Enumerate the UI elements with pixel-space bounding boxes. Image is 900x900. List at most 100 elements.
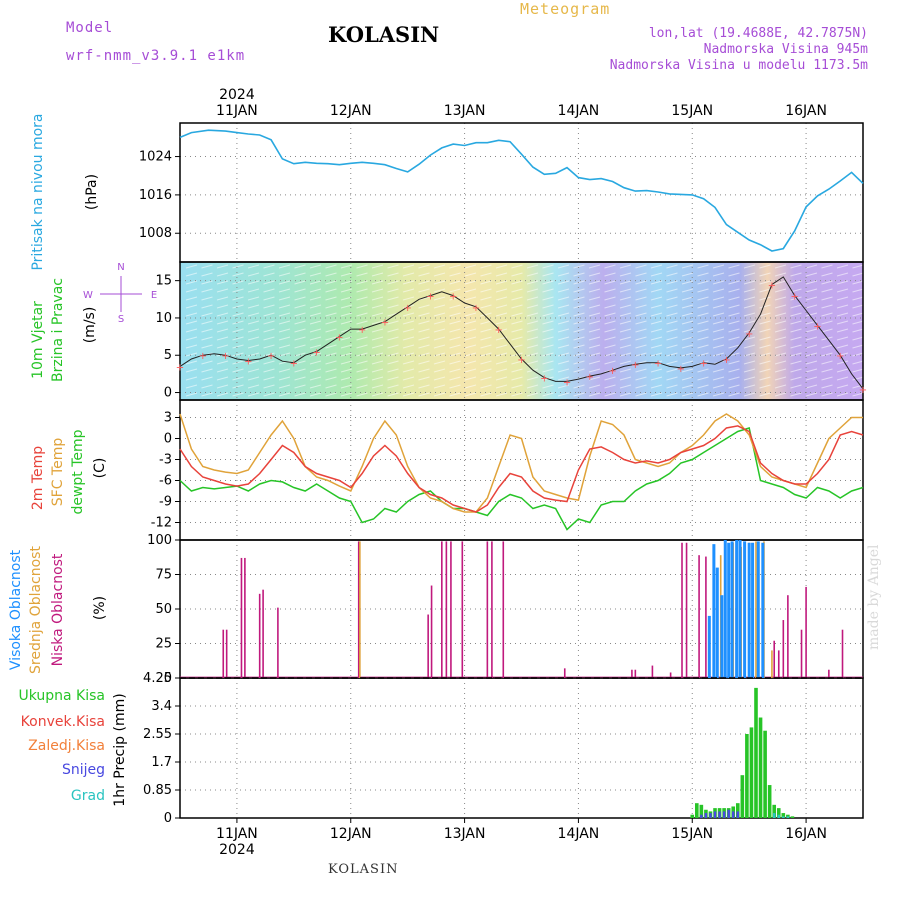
wind-barb <box>743 312 756 317</box>
wind-barb <box>635 336 647 341</box>
wind-barb <box>309 264 322 269</box>
wind-barb <box>278 312 291 317</box>
wind-barb <box>774 296 787 301</box>
wind-barb <box>402 288 415 293</box>
wind-barb <box>278 304 291 309</box>
wind-barb <box>821 344 833 349</box>
wind-barb <box>821 272 833 277</box>
high-cloud-bar <box>735 540 739 678</box>
wind-barb <box>697 328 709 333</box>
wind-barb <box>557 368 570 373</box>
wind-barb <box>278 272 291 277</box>
wind-barb <box>511 304 523 309</box>
wind-barb <box>511 280 523 285</box>
wind-barb <box>325 368 337 373</box>
wind-barb <box>247 360 260 365</box>
high-cloud-bar <box>712 544 716 678</box>
cloud-unit: (%) <box>92 596 108 620</box>
wind-barb <box>309 368 322 373</box>
wind-barb <box>852 352 864 357</box>
wind-barb <box>247 328 260 333</box>
wind-barb <box>247 280 260 285</box>
wind-barb <box>790 344 802 349</box>
wind-barb <box>635 264 647 269</box>
wind-barb <box>666 304 678 309</box>
wind-barb <box>852 376 864 381</box>
wind-barb <box>712 376 725 381</box>
wind-barb <box>511 360 523 365</box>
wind-barb <box>604 288 616 293</box>
wind-barb <box>557 288 570 293</box>
wind-barb <box>402 264 415 269</box>
wind-barb <box>759 312 771 317</box>
wind-barb <box>821 288 833 293</box>
wind-barb <box>371 368 384 373</box>
wind-barb <box>216 272 229 277</box>
high-cloud-bar <box>723 540 727 678</box>
wind-barb <box>728 328 740 333</box>
wind-barb <box>449 344 461 349</box>
wind-barb <box>356 288 368 293</box>
wind-barb <box>232 312 244 317</box>
wind-barb <box>681 360 694 365</box>
wind-barb <box>821 264 833 269</box>
wind-barb <box>588 272 601 277</box>
wind-barb <box>232 376 244 381</box>
wind-barb <box>387 352 399 357</box>
y-tick-label: -6 <box>159 474 172 489</box>
wind-barb <box>790 328 802 333</box>
low-cloud-bar <box>430 585 433 678</box>
wind-barb <box>340 352 353 357</box>
wind-barb <box>511 368 523 373</box>
wind-barb <box>728 344 740 349</box>
wind-barb <box>836 368 849 373</box>
wind-barb <box>278 384 291 389</box>
wind-barb <box>557 392 570 397</box>
wind-barb <box>635 320 647 325</box>
wind-barb <box>247 272 260 277</box>
wind-barb <box>216 280 229 285</box>
high-cloud-bar <box>727 542 731 678</box>
low-cloud-bar <box>445 541 448 678</box>
wind-barb <box>666 328 678 333</box>
wind-barb <box>464 296 477 301</box>
wind-barb <box>449 312 461 317</box>
wind-barb <box>340 264 353 269</box>
wind-barb <box>759 360 771 365</box>
wind-barb <box>201 336 213 341</box>
wind-barb <box>371 288 384 293</box>
wind-barb <box>759 376 771 381</box>
wind-barb <box>666 352 678 357</box>
wind-speed-point: + <box>244 356 252 367</box>
wind-barb <box>712 352 725 357</box>
wind-barb <box>836 328 849 333</box>
wind-barb <box>774 376 787 381</box>
wind-barb <box>464 304 477 309</box>
wind-barb <box>805 304 818 309</box>
wind-barb <box>821 320 833 325</box>
wind-barb <box>681 376 694 381</box>
wind-barb <box>387 376 399 381</box>
mid-cloud-bar <box>755 541 757 678</box>
wind-barb <box>557 328 570 333</box>
wind-barb <box>371 296 384 301</box>
wind-barb <box>712 368 725 373</box>
wind-barb <box>526 328 539 333</box>
wind-barb <box>852 312 864 317</box>
wind-barb <box>511 312 523 317</box>
wind-barb <box>232 288 244 293</box>
wind-barb <box>371 272 384 277</box>
wind-barb <box>511 344 523 349</box>
wind-barb <box>774 352 787 357</box>
wind-barb <box>232 304 244 309</box>
wind-barb <box>852 304 864 309</box>
wind-barb <box>526 304 539 309</box>
wind-barb <box>185 384 198 389</box>
wind-barb <box>588 304 601 309</box>
wind-barb <box>650 384 663 389</box>
y-tick-label: 1.7 <box>151 755 172 770</box>
wind-barb <box>232 352 244 357</box>
wind-barb <box>495 288 508 293</box>
wind-barb <box>852 320 864 325</box>
wind-barb <box>635 344 647 349</box>
